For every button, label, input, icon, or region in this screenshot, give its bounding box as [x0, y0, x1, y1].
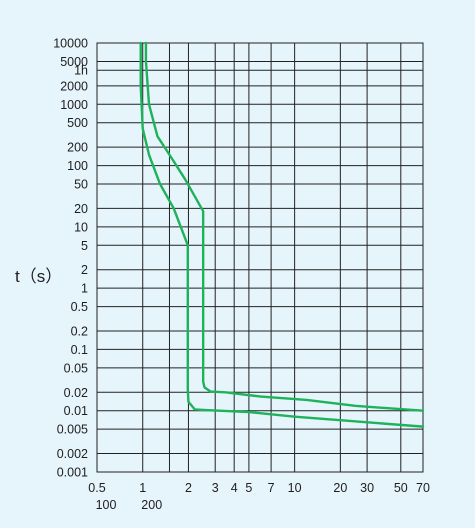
y-tick-label: 0.002	[57, 447, 88, 461]
y-tick-label: 50	[74, 178, 88, 192]
x-tick-label: 50	[394, 481, 408, 495]
plot-frame	[96, 42, 424, 473]
x-tick-label: 4	[231, 481, 238, 495]
y-tick-label: 10	[74, 220, 88, 234]
x-tick-label: 2	[185, 481, 192, 495]
x-tick-label: 1	[139, 481, 146, 495]
y-axis-label: t（s）	[15, 267, 62, 286]
y-tick-label: 5	[81, 239, 88, 253]
x-tick-label: 5	[245, 481, 252, 495]
y-tick-label: 200	[67, 141, 88, 155]
series-curve-2	[144, 41, 425, 412]
y-tick-label: 1000	[60, 98, 88, 112]
y-tick-label: 0.1	[71, 343, 88, 357]
x-tick-label: 7	[268, 481, 275, 495]
x-tick-labels: 0.5 1 2 3 4 5 7 10 20 30 50 70 100 200	[88, 481, 430, 512]
y-tick-label: 20	[74, 202, 88, 216]
y-tick-label: 1h	[74, 64, 88, 78]
y-tick-label: 0.01	[64, 404, 88, 418]
x-tick-label-secondary: 200	[141, 498, 162, 512]
y-tick-label: 0.001	[57, 466, 88, 480]
y-tick-label: 0.05	[64, 361, 88, 375]
series-curve-1	[139, 41, 425, 428]
y-tick-label: 10000	[53, 37, 88, 51]
x-tick-label-secondary: 100	[96, 498, 117, 512]
y-tick-label: 2000	[60, 79, 88, 93]
y-tick-label: 0.02	[64, 386, 88, 400]
y-tick-label: 500	[67, 116, 88, 130]
y-tick-label: 2	[81, 263, 88, 277]
y-tick-label: 100	[67, 159, 88, 173]
x-tick-label: 30	[360, 481, 374, 495]
y-tick-label: 1	[81, 282, 88, 296]
y-tick-label: 0.2	[71, 324, 88, 338]
x-tick-label: 0.5	[88, 481, 105, 495]
y-tick-label: 0.005	[57, 423, 88, 437]
y-tick-label: 0.5	[71, 300, 88, 314]
grid	[96, 42, 424, 473]
x-tick-label: 3	[212, 481, 219, 495]
x-tick-label: 20	[333, 481, 347, 495]
series-layer	[139, 41, 425, 428]
x-tick-label: 70	[416, 481, 430, 495]
y-tick-label: 5000	[60, 55, 88, 69]
x-tick-label: 10	[288, 481, 302, 495]
